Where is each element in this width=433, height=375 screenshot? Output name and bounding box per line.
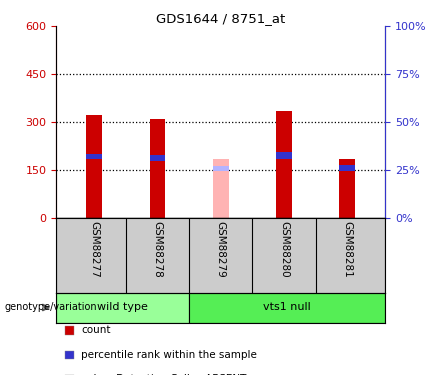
Text: wild type: wild type (97, 303, 148, 312)
Bar (339, 159, 355, 218)
Bar (339, 165, 355, 171)
Bar (276, 152, 292, 159)
Text: GSM88279: GSM88279 (216, 221, 226, 278)
Bar (150, 155, 165, 161)
Text: value, Detection Call = ABSENT: value, Detection Call = ABSENT (81, 374, 246, 375)
Bar (56, 292, 189, 322)
Title: GDS1644 / 8751_at: GDS1644 / 8751_at (156, 12, 285, 25)
Bar (86, 116, 102, 218)
Text: genotype/variation: genotype/variation (4, 303, 97, 312)
Text: percentile rank within the sample: percentile rank within the sample (81, 350, 257, 360)
Bar (213, 159, 229, 218)
Bar (150, 118, 165, 218)
Bar (189, 292, 385, 322)
Bar (86, 154, 102, 159)
Bar (213, 165, 229, 171)
Text: GSM88280: GSM88280 (279, 221, 289, 278)
Text: GSM88281: GSM88281 (343, 221, 352, 278)
Bar (276, 111, 292, 218)
Text: count: count (81, 326, 110, 335)
Text: vts1 null: vts1 null (263, 303, 311, 312)
Text: GSM88277: GSM88277 (89, 221, 99, 278)
Text: GSM88278: GSM88278 (152, 221, 162, 278)
